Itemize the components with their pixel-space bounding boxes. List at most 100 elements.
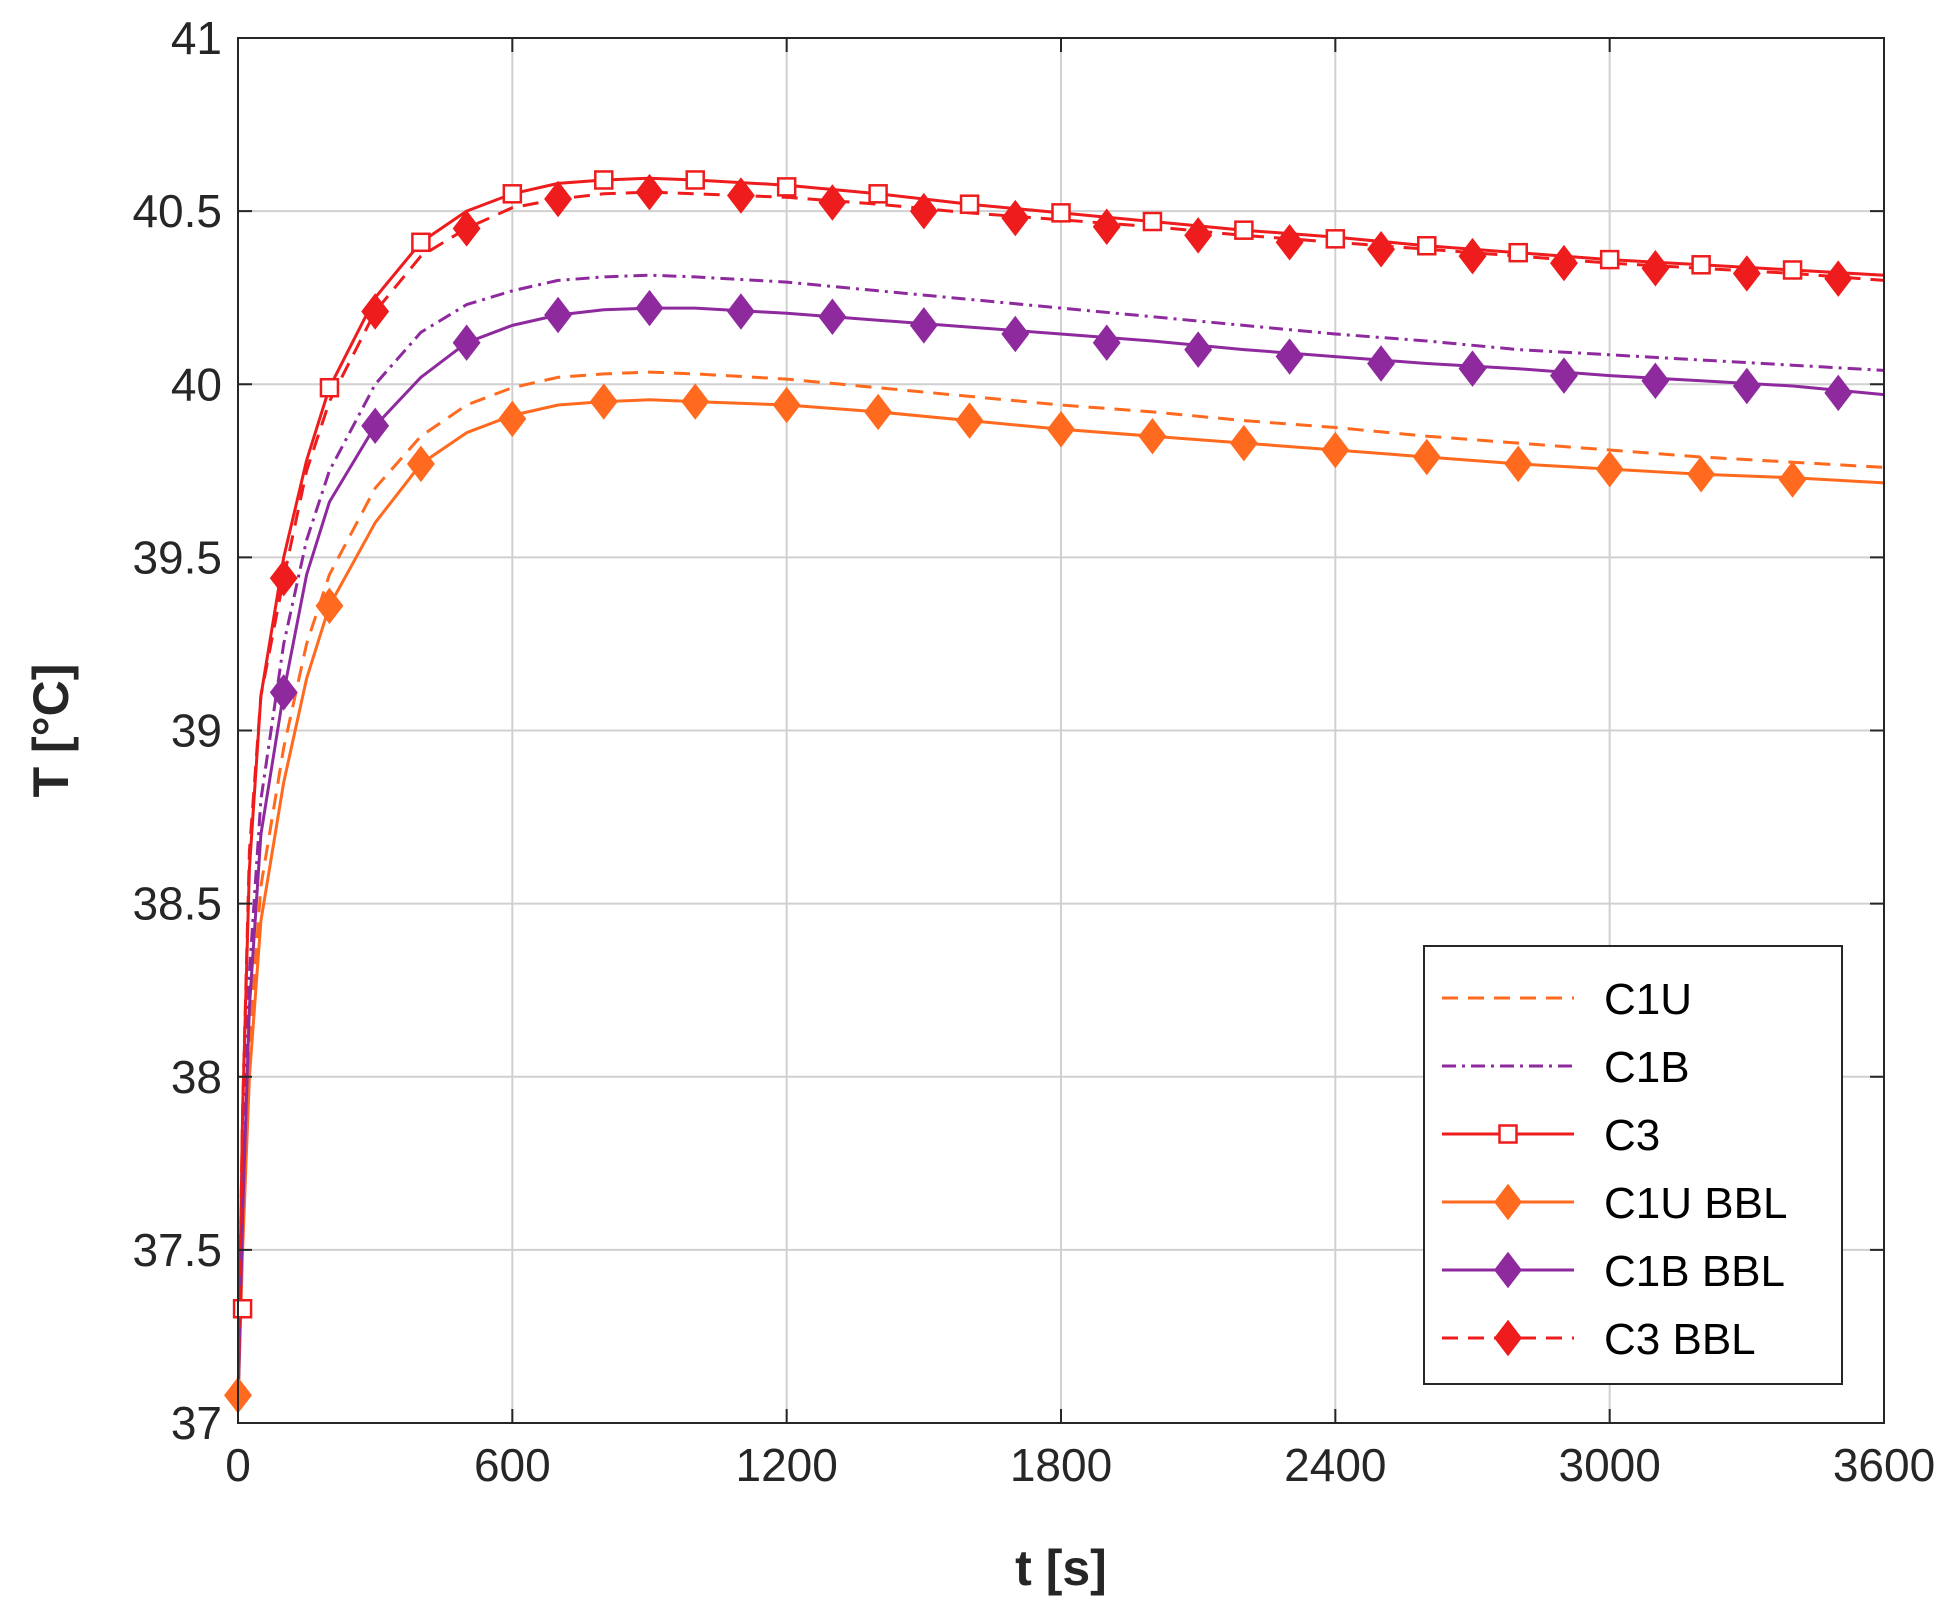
data-point-c1b-bbl bbox=[909, 307, 938, 344]
data-point-c1u-bbl bbox=[1047, 411, 1075, 448]
y-tick-label: 37 bbox=[171, 1397, 222, 1449]
data-point-c1u-bbl bbox=[955, 402, 984, 439]
data-point-c3 bbox=[776, 177, 797, 197]
legend-marker-c3-bbl bbox=[1494, 1319, 1522, 1357]
y-tick-label: 38 bbox=[171, 1051, 222, 1103]
data-point-c3 bbox=[411, 232, 431, 253]
series-line-c1u-bbl bbox=[236, 398, 1885, 1406]
series-line-c1u bbox=[236, 370, 1885, 1406]
data-point-c1b-bbl bbox=[1641, 362, 1670, 400]
data-point-c1b-bbl bbox=[1275, 338, 1304, 375]
data-point-c3-bbl bbox=[1732, 255, 1761, 292]
data-point-c1b-bbl bbox=[1550, 357, 1578, 394]
y-tick-label: 37.5 bbox=[132, 1224, 222, 1276]
data-point-c3 bbox=[1599, 249, 1620, 270]
y-tick-label: 39.5 bbox=[132, 531, 222, 583]
data-point-c3 bbox=[232, 1298, 253, 1319]
data-point-c3-bbl bbox=[1275, 224, 1304, 261]
data-point-c1b-bbl bbox=[1367, 345, 1395, 382]
x-tick-label: 600 bbox=[474, 1439, 551, 1491]
legend-marker-c1b-bbl bbox=[1494, 1251, 1522, 1289]
x-axis-label: t [s] bbox=[1015, 1540, 1107, 1596]
y-tick-label: 40 bbox=[171, 358, 222, 410]
legend: C1U C1B C3 C1U BBL C1B BBL C3 BBL bbox=[1423, 945, 1843, 1385]
data-point-c3-bbl bbox=[1367, 230, 1395, 268]
data-point-c1u-bbl bbox=[864, 393, 893, 431]
data-point-c3 bbox=[1051, 203, 1071, 223]
data-point-c1b-bbl bbox=[1184, 331, 1213, 368]
y-axis-label: T [°C] bbox=[23, 664, 79, 798]
data-point-c1u-bbl bbox=[1321, 431, 1350, 469]
data-point-c1u-bbl bbox=[1504, 445, 1533, 483]
data-point-c1b-bbl bbox=[818, 298, 847, 335]
y-tick-label: 41 bbox=[171, 12, 222, 64]
x-tick-label: 0 bbox=[225, 1439, 251, 1491]
data-point-c1u-bbl bbox=[1412, 438, 1441, 476]
x-tick-label: 3000 bbox=[1558, 1439, 1660, 1491]
data-point-c1b-bbl bbox=[1824, 374, 1853, 412]
data-point-c1b-bbl bbox=[1458, 350, 1487, 387]
legend-label-c1u-bbl: C1U BBL bbox=[1604, 1179, 1787, 1228]
y-tick-label: 38.5 bbox=[132, 878, 222, 930]
data-point-c3-bbl bbox=[269, 559, 298, 597]
data-point-c1u-bbl bbox=[406, 445, 435, 483]
data-point-c3-bbl bbox=[909, 192, 938, 230]
data-point-c3-bbl bbox=[1641, 250, 1670, 287]
data-point-c3 bbox=[1508, 242, 1528, 263]
data-point-c1u-bbl bbox=[1229, 424, 1258, 462]
data-point-c1u-bbl bbox=[589, 383, 618, 420]
data-point-c3 bbox=[1691, 255, 1711, 275]
data-point-c1b-bbl bbox=[269, 674, 298, 711]
data-point-c3-bbl bbox=[1092, 208, 1121, 245]
data-point-c3-bbl bbox=[361, 293, 390, 330]
x-tick-label: 2400 bbox=[1284, 1439, 1386, 1491]
x-tick-label: 3600 bbox=[1833, 1439, 1935, 1491]
data-point-c3-bbl bbox=[635, 173, 664, 211]
data-point-c3-bbl bbox=[452, 210, 481, 247]
axis-ticks: 0 600 1200 1800 2400 3000 3600 37 37.5 38 38.5 39 39… bbox=[132, 12, 1935, 1491]
data-point-c3-bbl bbox=[1824, 260, 1853, 297]
data-point-c3 bbox=[502, 184, 523, 204]
data-point-c3 bbox=[594, 170, 614, 190]
grid bbox=[238, 38, 1884, 1423]
data-point-c1b-bbl bbox=[635, 289, 664, 327]
data-point-c1b-bbl bbox=[452, 324, 481, 361]
data-point-c3 bbox=[685, 170, 705, 190]
data-point-c1u-bbl bbox=[315, 587, 344, 625]
data-point-c1u-bbl bbox=[1595, 450, 1624, 488]
data-point-c1b-bbl bbox=[544, 296, 572, 334]
data-point-c1u-bbl bbox=[1138, 417, 1167, 455]
legend-marker-c3 bbox=[1498, 1124, 1518, 1144]
series-line-c3-bbl bbox=[236, 190, 1885, 1406]
x-tick-label: 1200 bbox=[735, 1439, 837, 1491]
data-point-c3-bbl bbox=[1458, 237, 1487, 275]
data-point-c3 bbox=[1782, 260, 1803, 280]
data-point-c1u-bbl bbox=[681, 383, 710, 420]
legend-marker-c1u-bbl bbox=[1494, 1183, 1522, 1221]
x-tick-label: 1800 bbox=[1010, 1439, 1112, 1491]
data-point-c1b-bbl bbox=[1001, 315, 1030, 353]
data-point-c3-bbl bbox=[1550, 244, 1578, 282]
data-point-c3 bbox=[959, 194, 980, 214]
legend-box bbox=[1423, 945, 1843, 1385]
data-point-c1u-bbl bbox=[1778, 461, 1807, 498]
data-point-c3-bbl bbox=[1001, 199, 1030, 237]
data-point-c3-bbl bbox=[727, 177, 755, 214]
data-point-c3 bbox=[319, 377, 340, 398]
data-point-c3 bbox=[1234, 220, 1254, 240]
data-point-c1b-bbl bbox=[1732, 367, 1761, 405]
data-point-c1b-bbl bbox=[361, 407, 390, 445]
legend-label-c1b: C1B bbox=[1604, 1043, 1690, 1092]
data-point-c3 bbox=[1417, 236, 1437, 256]
data-point-c3 bbox=[1142, 211, 1163, 232]
data-point-c3-bbl bbox=[818, 184, 847, 221]
y-tick-label: 40.5 bbox=[132, 185, 222, 237]
data-point-c1u-bbl bbox=[498, 400, 527, 438]
legend-label-c3-bbl: C3 BBL bbox=[1604, 1315, 1756, 1364]
data-point-c3 bbox=[1325, 229, 1346, 249]
legend-label-c1u: C1U bbox=[1604, 975, 1692, 1024]
series-line-c1b bbox=[236, 273, 1885, 1406]
data-point-c3-bbl bbox=[1184, 217, 1213, 254]
data-point-c1u-bbl bbox=[772, 386, 801, 424]
